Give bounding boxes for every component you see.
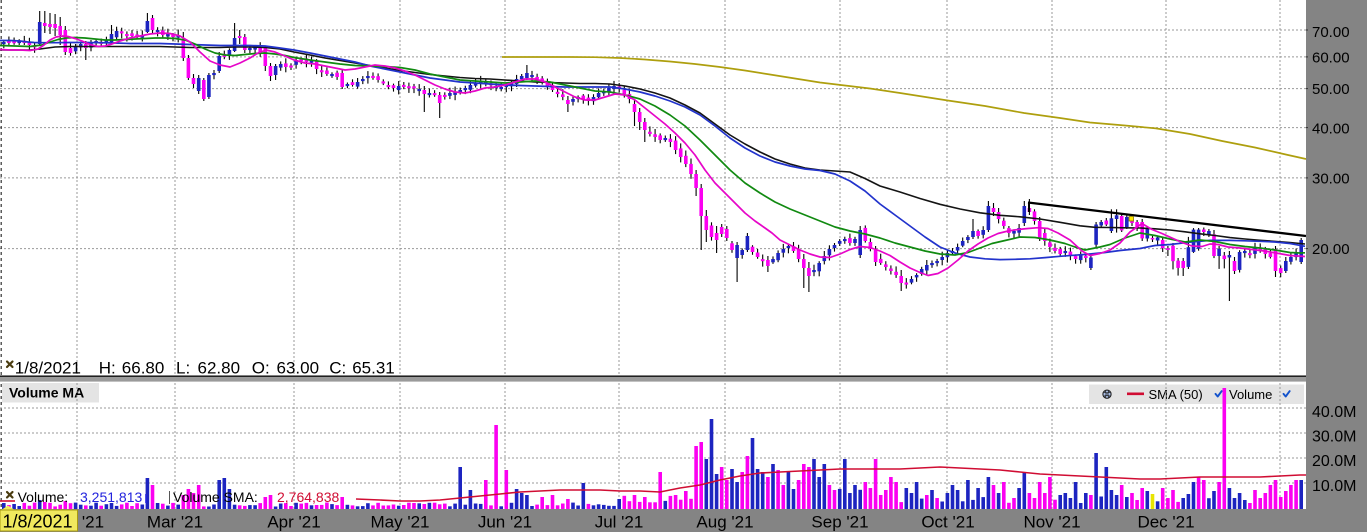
svg-text:May '21: May '21 bbox=[371, 513, 430, 532]
svg-text:10.0M: 10.0M bbox=[1312, 478, 1356, 495]
svg-text:30.0M: 30.0M bbox=[1312, 428, 1356, 445]
svg-text:Jun '21: Jun '21 bbox=[478, 513, 532, 532]
svg-text:40.00: 40.00 bbox=[1312, 120, 1350, 137]
svg-text:70.00: 70.00 bbox=[1312, 24, 1350, 41]
svg-text:1/8/2021: 1/8/2021 bbox=[3, 512, 73, 532]
svg-text:L:: L: bbox=[176, 359, 190, 378]
svg-text:62.80: 62.80 bbox=[198, 359, 241, 378]
svg-text:'21: '21 bbox=[82, 513, 104, 532]
svg-text:Jul '21: Jul '21 bbox=[595, 513, 644, 532]
svg-text:Volume MA: Volume MA bbox=[9, 385, 84, 401]
svg-text:Volume:: Volume: bbox=[18, 489, 69, 505]
svg-text:20.00: 20.00 bbox=[1312, 241, 1350, 258]
svg-text:63.00: 63.00 bbox=[277, 359, 320, 378]
svg-text:Volume: Volume bbox=[1229, 387, 1272, 402]
svg-text:30.00: 30.00 bbox=[1312, 170, 1350, 187]
svg-text:3,251,813: 3,251,813 bbox=[80, 489, 142, 505]
svg-text:2,764,838: 2,764,838 bbox=[277, 489, 339, 505]
svg-text:SMA (50): SMA (50) bbox=[1149, 387, 1203, 402]
svg-text:Oct '21: Oct '21 bbox=[921, 513, 974, 532]
svg-text:C:: C: bbox=[329, 359, 346, 378]
svg-text:40.0M: 40.0M bbox=[1312, 404, 1356, 421]
svg-text:Dec '21: Dec '21 bbox=[1137, 513, 1194, 532]
svg-text:Aug '21: Aug '21 bbox=[696, 513, 753, 532]
svg-text:Sep '21: Sep '21 bbox=[811, 513, 868, 532]
svg-text:O:: O: bbox=[252, 359, 270, 378]
svg-text:Mar '21: Mar '21 bbox=[147, 513, 203, 532]
svg-text:20.0M: 20.0M bbox=[1312, 453, 1356, 470]
svg-text:60.00: 60.00 bbox=[1312, 49, 1350, 66]
svg-text:65.31: 65.31 bbox=[352, 359, 395, 378]
svg-text:1/8/2021: 1/8/2021 bbox=[15, 359, 81, 378]
svg-text:H:: H: bbox=[99, 359, 116, 378]
svg-text:66.80: 66.80 bbox=[122, 359, 165, 378]
svg-text:Apr '21: Apr '21 bbox=[267, 513, 320, 532]
svg-text:50.00: 50.00 bbox=[1312, 81, 1350, 98]
svg-text:Volume SMA:: Volume SMA: bbox=[173, 489, 258, 505]
svg-text:Nov '21: Nov '21 bbox=[1023, 513, 1080, 532]
